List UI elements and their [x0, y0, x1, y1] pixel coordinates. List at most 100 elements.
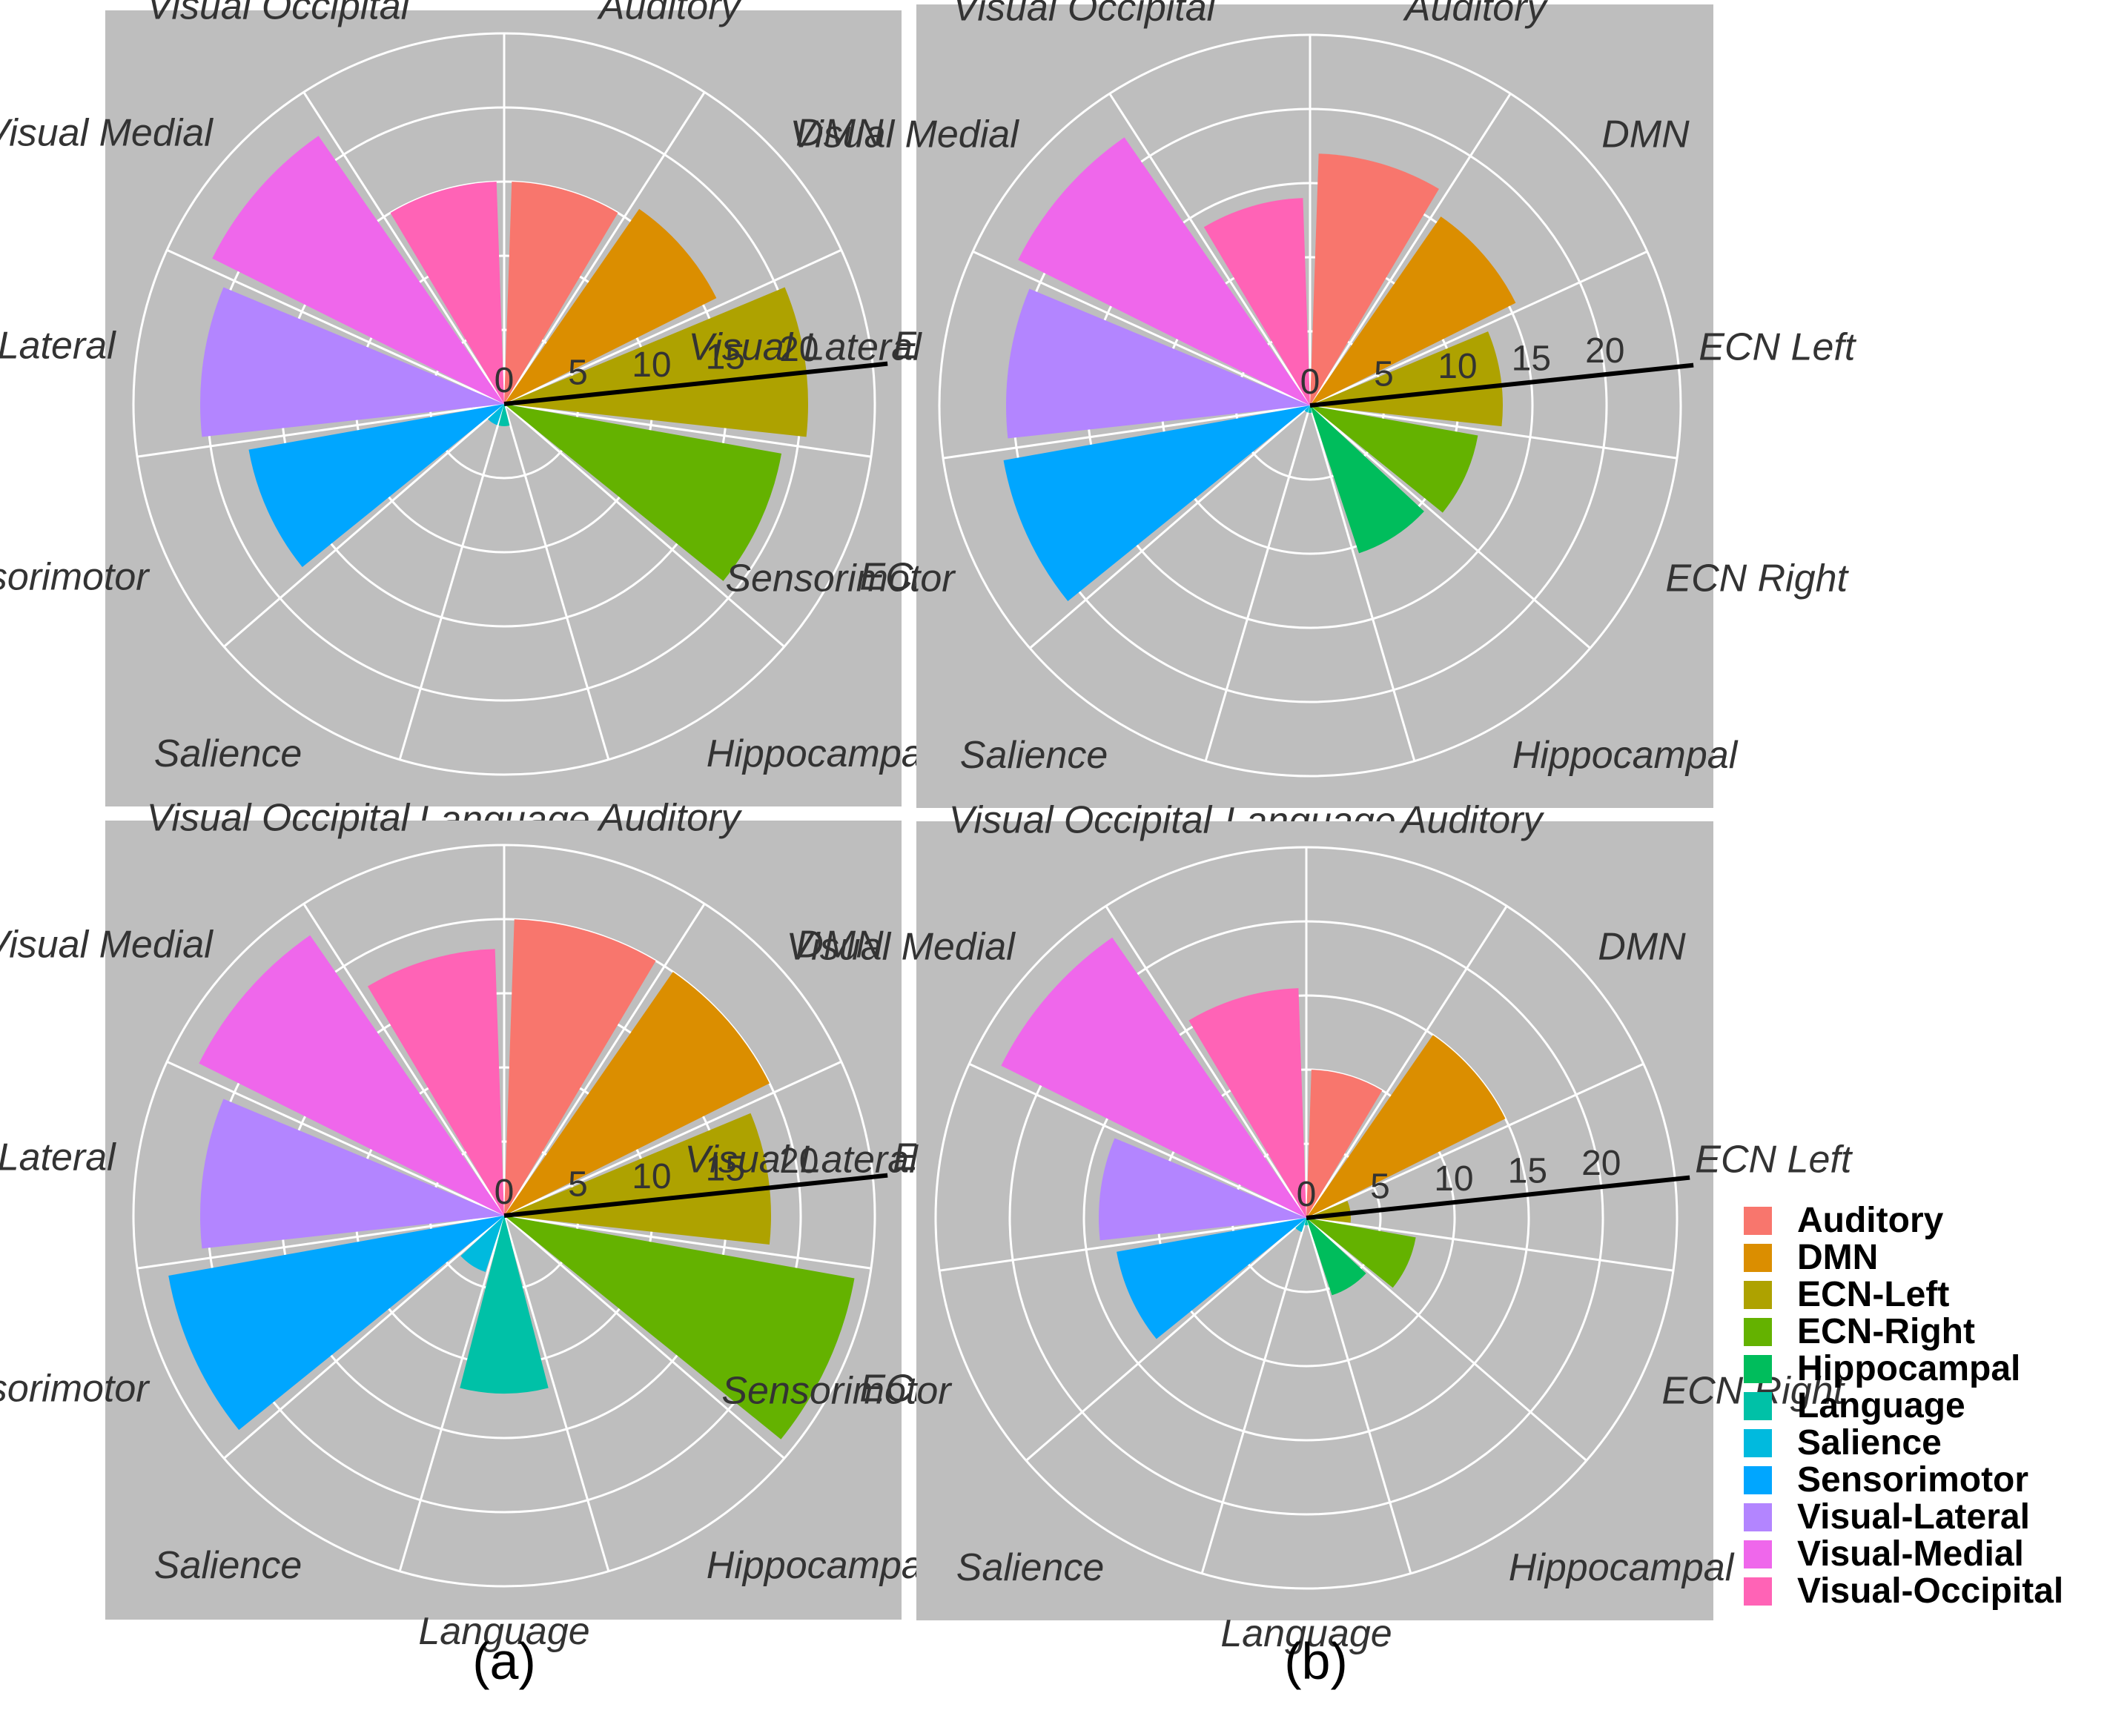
category-label: Hippocampal — [1512, 734, 1739, 777]
legend-label: Sensorimotor — [1797, 1460, 2028, 1500]
bar-visual-medial — [212, 136, 504, 404]
legend-label: Hippocampal — [1797, 1349, 2020, 1388]
grid-spoke — [136, 1214, 505, 1270]
grid-spoke — [1309, 405, 1416, 762]
grid-spoke — [166, 248, 505, 405]
category-label: Salience — [956, 1546, 1104, 1589]
grid-spoke — [503, 1060, 842, 1217]
grid-spoke — [503, 903, 706, 1216]
radial-tick-label: 15 — [1512, 339, 1551, 379]
bar-language — [498, 404, 510, 426]
legend-swatch — [1744, 1429, 1772, 1457]
legend-label: Visual-Occipital — [1797, 1571, 2063, 1611]
bar-visual-medial — [199, 935, 504, 1216]
category-label: Sensorimotor — [725, 557, 956, 600]
grid-spoke — [1309, 250, 1648, 407]
bar-sensorimotor — [1117, 1218, 1306, 1339]
grid-spoke — [1306, 1062, 1644, 1219]
legend-swatch — [1744, 1503, 1772, 1531]
category-label: Salience — [960, 734, 1108, 777]
radial-ticks: 0 5 10 15 20 — [495, 1142, 819, 1212]
grid-spoke — [1105, 905, 1308, 1219]
category-label: Visual Occipital — [953, 0, 1217, 30]
category-label: ECN Right — [1665, 557, 1849, 600]
bar-visual-occipital — [367, 949, 504, 1216]
bar-dmn — [1310, 216, 1516, 405]
category-label: ECN Left — [1695, 1138, 1853, 1181]
grid-spoke — [136, 402, 505, 458]
radial-axis-line — [503, 1173, 888, 1218]
category-label: Visual Medial — [0, 111, 214, 154]
category-label: Sensorimotor — [0, 556, 151, 599]
radial-ticks: 0 5 10 15 20 — [495, 330, 819, 400]
category-label: Hippocampal — [707, 1544, 933, 1587]
grid-spoke — [503, 402, 785, 648]
legend-swatch — [1744, 1577, 1772, 1606]
radial-tick-label: 0 — [1300, 362, 1320, 402]
grid-spoke — [1309, 404, 1678, 460]
grid-spoke — [1025, 1216, 1307, 1462]
radial-tick-label: 10 — [632, 345, 671, 385]
grid-spoke — [1306, 1216, 1674, 1272]
grid-spoke — [398, 403, 506, 761]
grid — [132, 32, 876, 776]
bar-visual-lateral — [199, 1099, 504, 1249]
legend-label: Auditory — [1797, 1201, 1944, 1240]
caption-b: (b) — [1284, 1632, 1348, 1690]
category-label: DMN — [796, 111, 884, 154]
category-label: Sensorimotor — [0, 1368, 151, 1411]
radial-tick-label: 20 — [1581, 1144, 1621, 1183]
bar-visual-medial — [1001, 937, 1306, 1218]
grid-spoke — [1305, 1217, 1412, 1574]
grid-spoke — [1309, 93, 1512, 406]
grid-spoke — [302, 903, 506, 1216]
grid-spoke — [503, 402, 872, 458]
bar-sensorimotor — [248, 404, 504, 568]
legend: AuditoryDMNECN-LeftECN-RightHippocampalL… — [1744, 1201, 2063, 1611]
grid-spoke — [1305, 905, 1508, 1219]
bars — [200, 136, 808, 581]
legend-swatch — [1744, 1392, 1772, 1420]
bar-dmn — [1306, 1035, 1506, 1218]
grid-spoke — [1306, 1216, 1587, 1462]
category-label: Auditory — [597, 797, 743, 840]
grid-spoke — [939, 1216, 1307, 1272]
grid-spoke — [302, 91, 506, 405]
bar-auditory — [504, 182, 618, 405]
legend-label: ECN-Left — [1797, 1275, 1949, 1314]
radial-tick-label: 10 — [1434, 1159, 1473, 1199]
category-label: DMN — [1598, 925, 1686, 968]
bar-sensorimotor — [1003, 405, 1310, 602]
category-label: Hippocampal — [1509, 1546, 1735, 1589]
bar-ecn-left — [504, 1113, 771, 1245]
legend-label: Salience — [1797, 1423, 1942, 1462]
radial-axis-line — [503, 361, 888, 406]
radial-ticks: 0 5 10 15 20 — [1300, 331, 1625, 402]
bar-salience — [1295, 1218, 1306, 1232]
category-label: Visual Lateral — [0, 324, 116, 367]
bar-visual-lateral — [1006, 288, 1310, 439]
category-label: Language — [418, 1610, 589, 1653]
radial-tick-label: 5 — [568, 1165, 588, 1205]
grid-spoke — [503, 1214, 872, 1270]
grid-spoke — [968, 1062, 1307, 1219]
category-label: Visual Occipital — [147, 797, 411, 840]
bar-dmn — [504, 208, 717, 404]
category-label: Salience — [154, 1544, 302, 1587]
bar-auditory — [1306, 1070, 1383, 1218]
grid-spoke — [503, 248, 842, 405]
category-label: Auditory — [1403, 0, 1549, 30]
radial-tick-label: 20 — [1585, 331, 1624, 371]
radial-tick-label: 15 — [706, 338, 745, 377]
grid-spoke — [503, 91, 706, 405]
radial-tick-label: 20 — [779, 330, 818, 369]
radial-tick-label: 10 — [1438, 347, 1477, 386]
bars — [168, 919, 855, 1440]
category-label: Language — [1220, 1612, 1392, 1655]
category-label: Visual Medial — [786, 925, 1016, 968]
